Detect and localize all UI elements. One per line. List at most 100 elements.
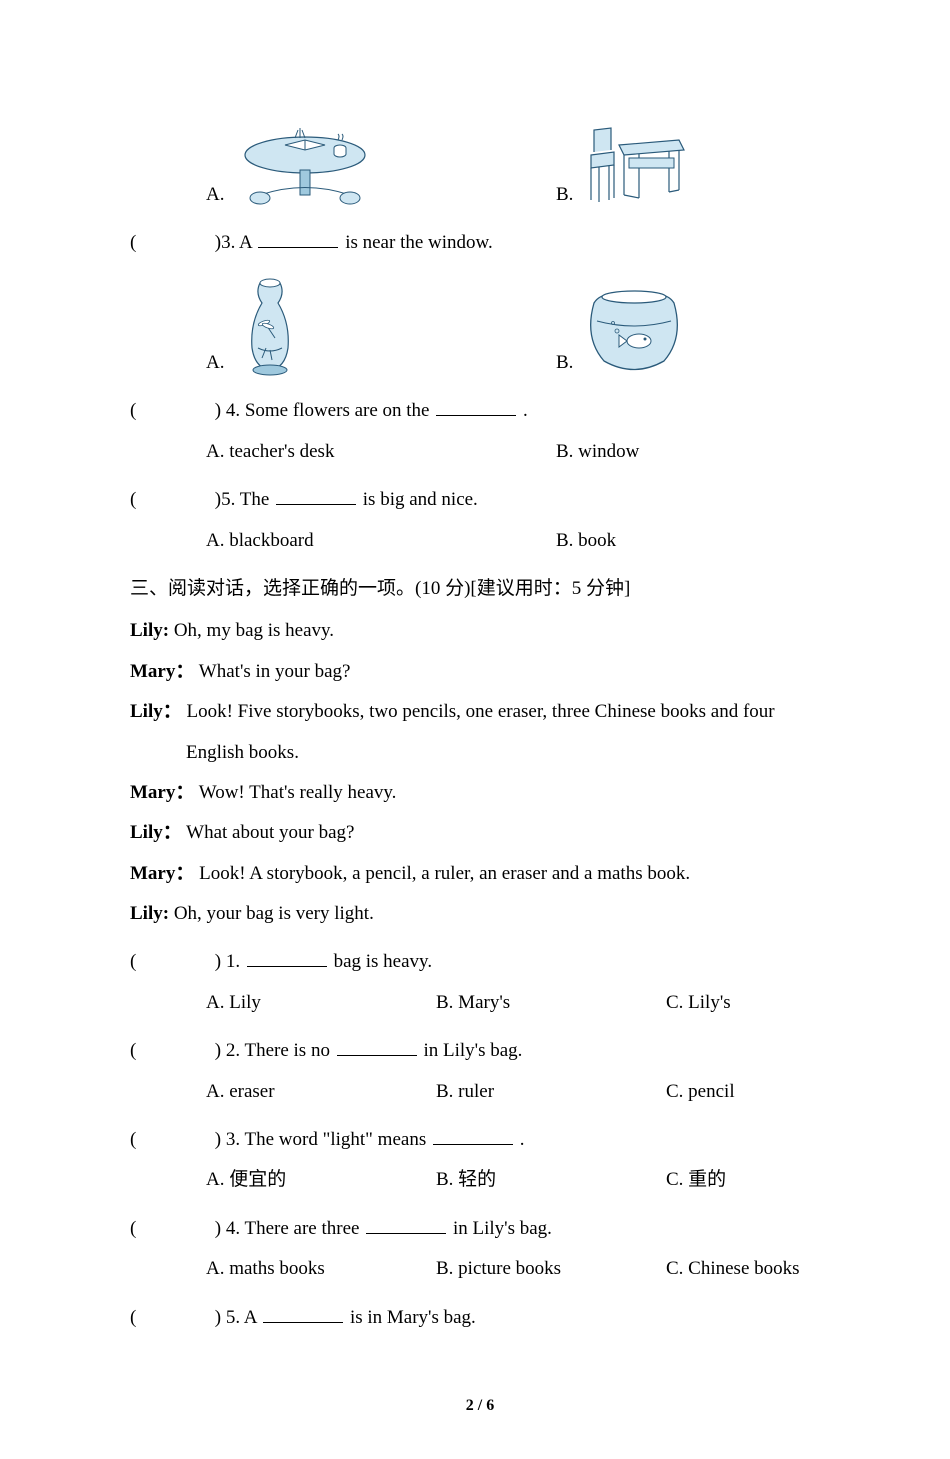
dlg-6: Mary： Look! A storybook, a pencil, a rul… (130, 859, 830, 889)
q2-option-a: A. (206, 110, 556, 210)
q4-a: A. teacher's desk (206, 437, 556, 467)
dlg-2-speaker: Mary： (130, 661, 194, 682)
page-footer: 2 / 6 (130, 1393, 830, 1419)
rq4-b: B. picture books (436, 1254, 666, 1284)
rq5-text-b: is in Mary's bag. (350, 1307, 476, 1328)
rq4-options: A. maths books B. picture books C. Chine… (130, 1254, 830, 1284)
q4-period: . (523, 400, 528, 421)
rq2-blank (337, 1036, 417, 1056)
q5-text-b: is big and nice. (363, 489, 478, 510)
dlg-4: Mary： Wow! That's really heavy. (130, 778, 830, 808)
rq1-blank (247, 947, 327, 967)
q3-option-b: B. (556, 283, 689, 378)
vase-icon (230, 268, 310, 378)
rq4-c: C. Chinese books (666, 1254, 800, 1284)
rq4-blank (366, 1214, 446, 1234)
rq2-c: C. pencil (666, 1077, 735, 1107)
dlg-6-speaker: Mary： (130, 863, 194, 884)
q4-text: ) 4. Some flowers are on the (215, 400, 430, 421)
q5-blank (276, 485, 356, 505)
dlg-7: Lily: Oh, your bag is very light. (130, 899, 830, 929)
rq2-text-a: ) 2. There is no (215, 1040, 335, 1061)
rq2-options: A. eraser B. ruler C. pencil (130, 1077, 830, 1107)
dlg-1-text: Oh, my bag is heavy. (174, 620, 334, 641)
rq5-blank (263, 1303, 343, 1323)
rq4-line: ( ) 4. There are three in Lily's bag. (130, 1214, 830, 1244)
q3-b-label: B. (556, 348, 573, 378)
q4-b: B. window (556, 437, 639, 467)
footer-sep: / (474, 1397, 486, 1414)
dlg-5-speaker: Lily： (130, 822, 182, 843)
q4-paren: ( (130, 396, 210, 426)
footer-total: 6 (486, 1397, 494, 1414)
dlg-1: Lily: Oh, my bag is heavy. (130, 616, 830, 646)
dlg-3-speaker: Lily： (130, 701, 182, 722)
page-container: A. B. (0, 0, 950, 1459)
rq3-a: A. 便宜的 (206, 1165, 436, 1195)
q2-b-label: B. (556, 180, 573, 210)
q4-blank (436, 396, 516, 416)
rq3-period: . (520, 1129, 525, 1150)
dlg-1-speaker: Lily: (130, 620, 169, 641)
rq1-options: A. Lily B. Mary's C. Lily's (130, 988, 830, 1018)
dlg-3b: English books. (130, 738, 830, 768)
section3-title: 三、阅读对话，选择正确的一项。(10 分)[建议用时：5 分钟] (130, 574, 830, 604)
rq3-paren: ( (130, 1125, 210, 1155)
rq2-paren: ( (130, 1036, 210, 1066)
rq4-text-a: ) 4. There are three (215, 1218, 364, 1239)
school-desk-icon (579, 110, 689, 210)
rq2-line: ( ) 2. There is no in Lily's bag. (130, 1036, 830, 1066)
rq3-options: A. 便宜的 B. 轻的 C. 重的 (130, 1165, 830, 1195)
q2-option-b: B. (556, 110, 689, 210)
q5-b: B. book (556, 526, 616, 556)
rq1-b: B. Mary's (436, 988, 666, 1018)
rq3-blank (433, 1125, 513, 1145)
rq4-paren: ( (130, 1214, 210, 1244)
rq3-line: ( ) 3. The word "light" means . (130, 1125, 830, 1155)
q4-line: ( ) 4. Some flowers are on the . (130, 396, 830, 426)
rq4-text-b: in Lily's bag. (453, 1218, 552, 1239)
q4-options: A. teacher's desk B. window (130, 437, 830, 467)
rq3-b: B. 轻的 (436, 1165, 666, 1195)
rq1-text-b: bag is heavy. (334, 951, 433, 972)
q3-a-label: A. (206, 348, 224, 378)
rq2-a: A. eraser (206, 1077, 436, 1107)
dlg-3a: Lily： Look! Five storybooks, two pencils… (130, 697, 830, 727)
rq2-b: B. ruler (436, 1077, 666, 1107)
round-table-icon (230, 110, 380, 210)
dlg-2-text: What's in your bag? (199, 661, 351, 682)
q3-line: ( )3. A is near the window. (130, 228, 830, 258)
rq1-a: A. Lily (206, 988, 436, 1018)
q3-text-b: is near the window. (345, 232, 493, 253)
dlg-5-text: What about your bag? (186, 822, 354, 843)
dlg-4-text: Wow! That's really heavy. (199, 782, 397, 803)
q5-a: A. blackboard (206, 526, 556, 556)
q2-options-row: A. B. (130, 110, 830, 210)
q5-paren: ( (130, 485, 210, 515)
dlg-7-speaker: Lily: (130, 903, 169, 924)
dlg-4-speaker: Mary： (130, 782, 194, 803)
dlg-7-text: Oh, your bag is very light. (174, 903, 374, 924)
rq2-text-b: in Lily's bag. (423, 1040, 522, 1061)
fishbowl-icon (579, 283, 689, 378)
dlg-2: Mary： What's in your bag? (130, 657, 830, 687)
q3-option-a: A. (206, 268, 556, 378)
q3-text-a: )3. A (215, 232, 252, 253)
dlg-3-text-a: Look! Five storybooks, two pencils, one … (186, 701, 774, 722)
dlg-5: Lily： What about your bag? (130, 818, 830, 848)
dlg-6-text: Look! A storybook, a pencil, a ruler, an… (199, 863, 690, 884)
q5-text-a: )5. The (215, 489, 270, 510)
q3-paren: ( (130, 228, 210, 258)
q2-a-label: A. (206, 180, 224, 210)
rq5-line: ( ) 5. A is in Mary's bag. (130, 1303, 830, 1333)
q5-line: ( )5. The is big and nice. (130, 485, 830, 515)
rq1-paren: ( (130, 947, 210, 977)
q3-options-row: A. B. (130, 268, 830, 378)
q3-blank (258, 228, 338, 248)
rq1-text-a: ) 1. (215, 951, 245, 972)
rq1-c: C. Lily's (666, 988, 731, 1018)
footer-page: 2 (466, 1397, 474, 1414)
rq1-line: ( ) 1. bag is heavy. (130, 947, 830, 977)
rq5-paren: ( (130, 1303, 210, 1333)
rq5-text-a: ) 5. A (215, 1307, 261, 1328)
